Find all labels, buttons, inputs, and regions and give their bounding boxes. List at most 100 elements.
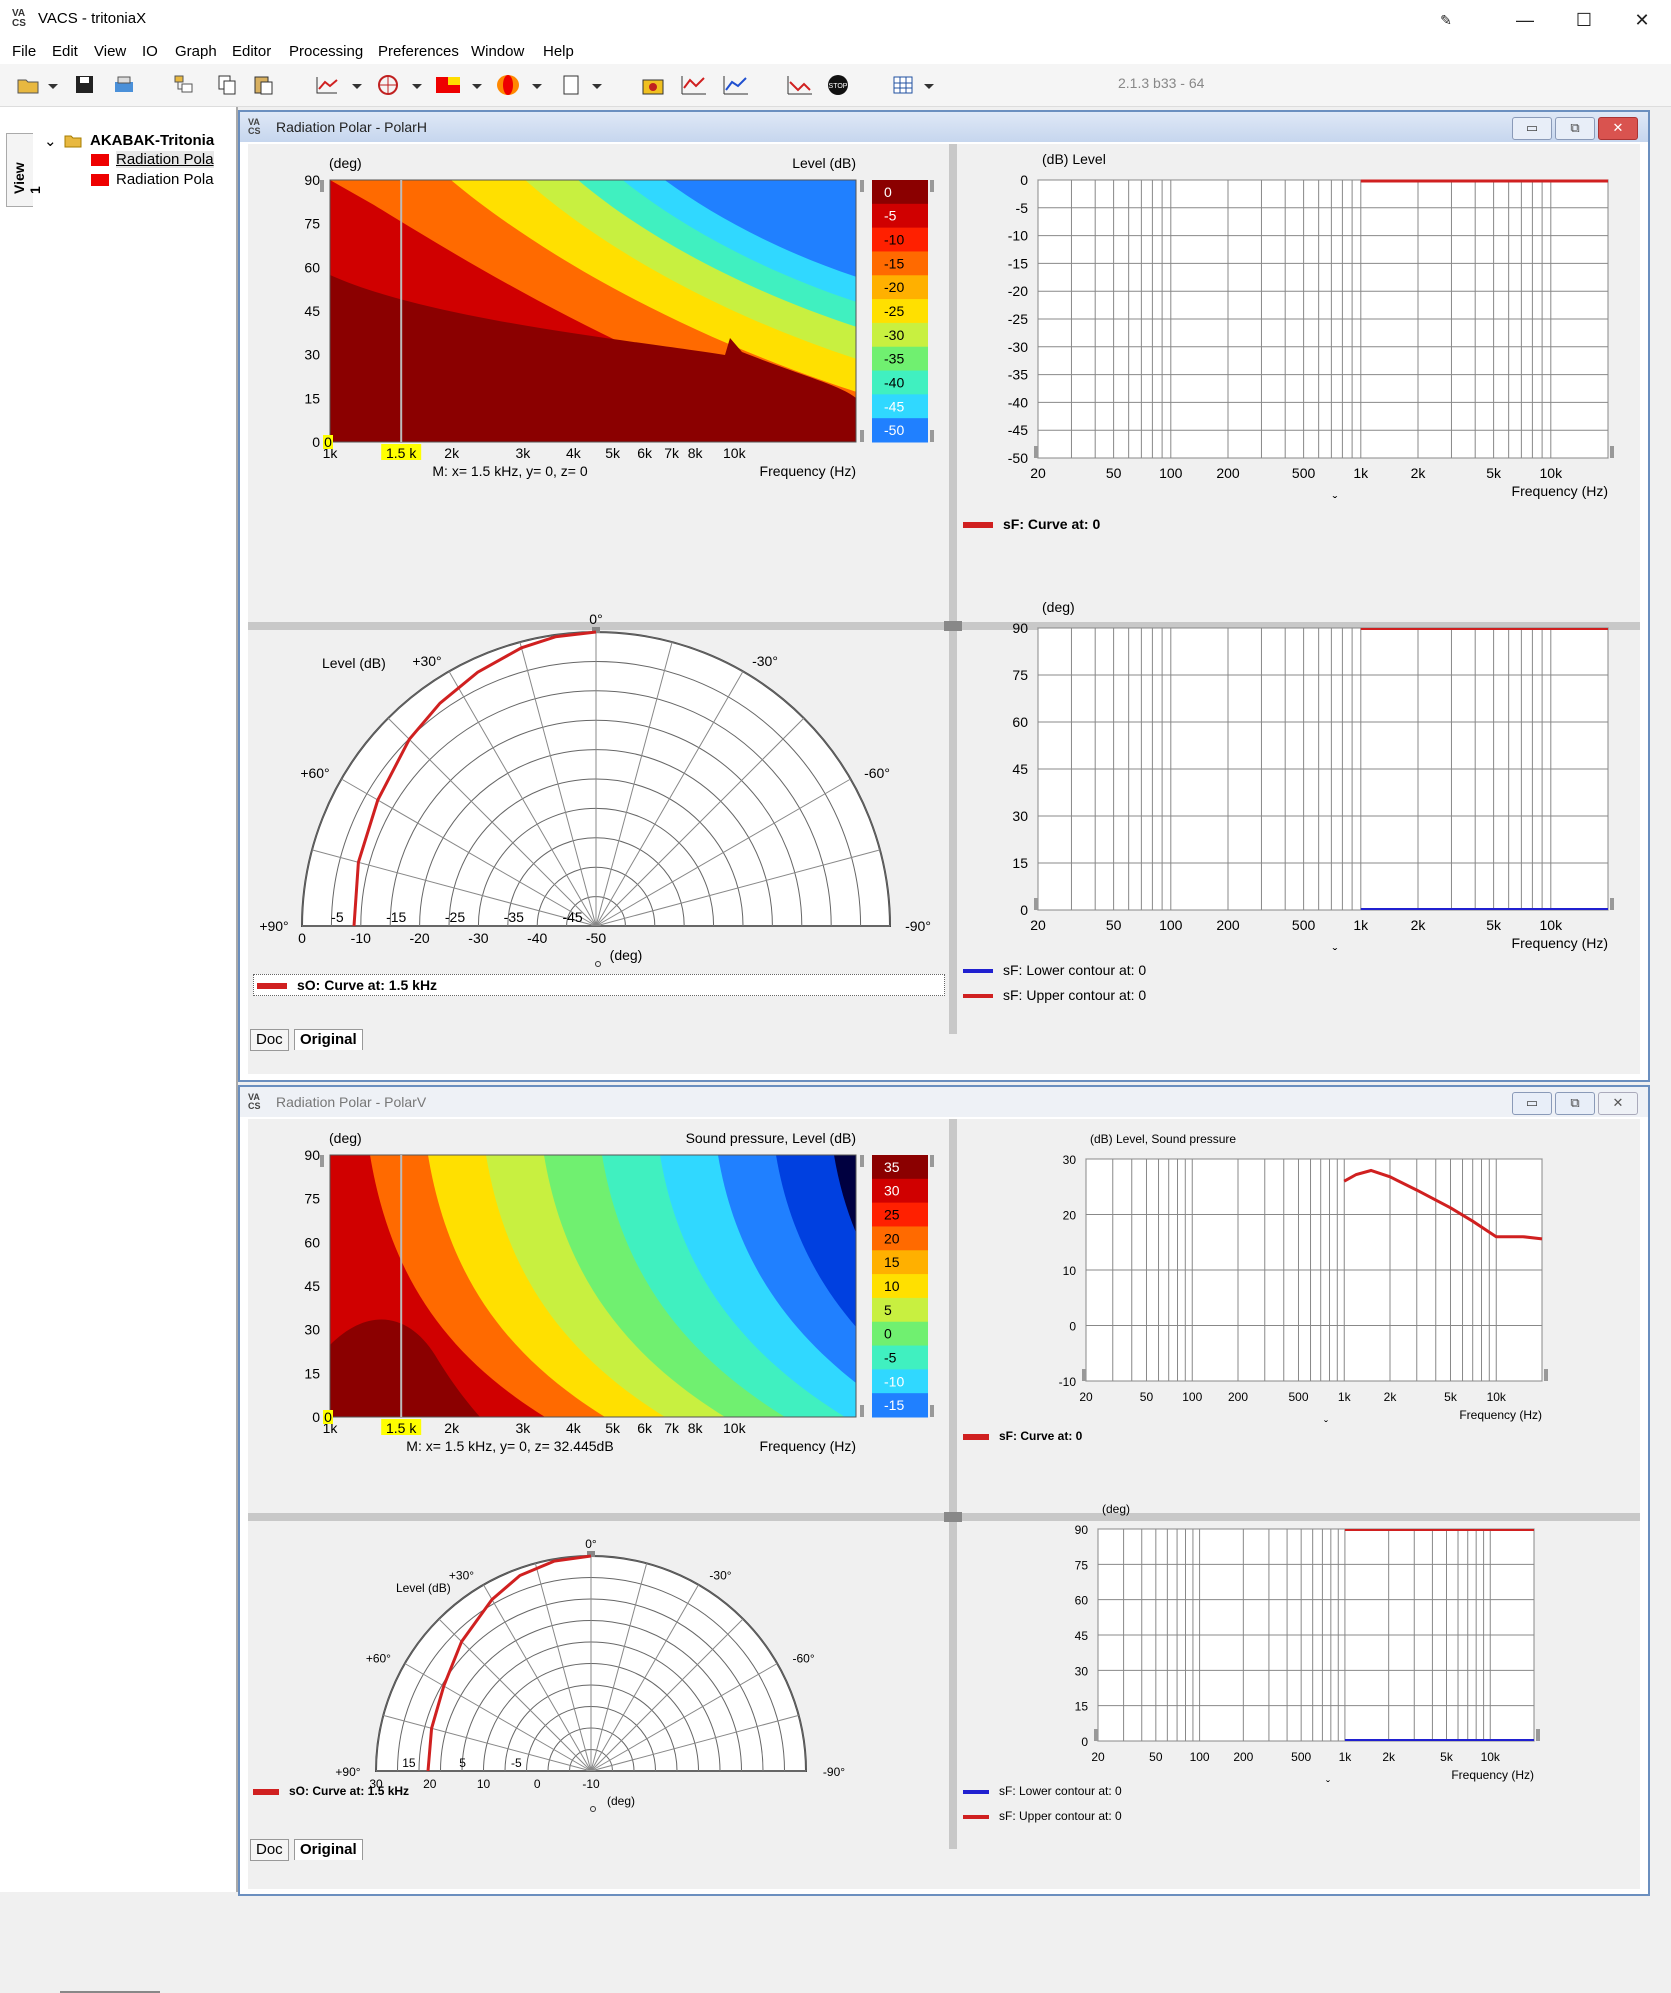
x-axis-label: Frequency (Hz) [1451, 1768, 1534, 1782]
spectrum-icon[interactable] [722, 74, 750, 96]
polar-spoke [590, 1618, 744, 1772]
menu-window[interactable]: Window [471, 43, 525, 60]
view-tab[interactable]: View 1 [6, 133, 43, 207]
contour-y-tick: 45 [304, 1278, 320, 1294]
y-tick: -5 [1016, 200, 1029, 216]
open-folder-icon[interactable] [16, 74, 60, 96]
scale-label: 15 [884, 1254, 900, 1270]
polar-spoke [595, 671, 744, 927]
polar-angle-label: -90° [905, 918, 931, 934]
balloon-graph-icon[interactable] [494, 74, 542, 96]
contour-x-tick: 8k [688, 1420, 704, 1436]
contour-y-tick: 30 [304, 1322, 320, 1338]
contour-x-tick: 7k [664, 445, 680, 461]
legend-swatch [963, 1433, 989, 1440]
polar-ring-label: -5 [331, 909, 344, 925]
menu-bar: File Edit View IO Graph Editor Processin… [0, 40, 1671, 64]
polar-legend: sO: Curve at: 1.5 kHz [253, 974, 945, 996]
close-button[interactable]: ✕ [1634, 10, 1650, 30]
y-tick: -30 [1008, 339, 1028, 355]
expand-icon[interactable]: ⌄ [44, 133, 57, 150]
polar-spoke [595, 778, 851, 927]
new-page-icon[interactable] [560, 74, 604, 96]
paste-icon[interactable] [252, 74, 276, 96]
legend-swatch [257, 983, 287, 990]
mdi-close-button[interactable]: ✕ [1598, 117, 1638, 140]
scroll-caret: ˇ [1333, 945, 1338, 961]
x-tick: 50 [1106, 465, 1122, 481]
polar-spoke [590, 1714, 799, 1772]
minimize-button[interactable]: — [1516, 10, 1534, 30]
contour-y-tick: 75 [304, 1191, 320, 1207]
menu-file[interactable]: File [12, 43, 37, 60]
y-tick: -10 [1008, 228, 1028, 244]
scroll-handle [930, 180, 934, 192]
scale-label: -15 [884, 255, 904, 271]
tab-original[interactable]: Original [294, 1839, 363, 1860]
tab-doc[interactable]: Doc [250, 1839, 289, 1861]
marker-info: M: x= 1.5 kHz, y= 0, z= 32.445dB [406, 1438, 613, 1454]
menu-editor[interactable]: Editor [232, 43, 272, 60]
scale-label: -40 [884, 374, 904, 390]
tree-item-polarh[interactable]: Radiation Pola [116, 151, 214, 168]
y-tick: -40 [1008, 394, 1028, 410]
menu-io[interactable]: IO [142, 43, 158, 60]
zero-marker: 0 [324, 434, 332, 450]
mdi-restore-button[interactable]: ⧉ [1555, 1092, 1595, 1115]
polar-graph-icon[interactable] [376, 74, 424, 96]
tree-root[interactable]: AKABAK-Tritonia [90, 132, 215, 149]
scroll-handle [1094, 1729, 1098, 1741]
menu-help[interactable]: Help [543, 43, 574, 60]
mdi-close-button[interactable]: ✕ [1598, 1092, 1638, 1115]
band [330, 180, 856, 277]
scale-band [872, 1393, 928, 1418]
polar-top-label: 0° [585, 1537, 597, 1551]
tab-original[interactable]: Original [294, 1029, 363, 1050]
grid-layout-icon[interactable] [892, 74, 936, 96]
x-axis-label: Frequency (Hz) [1512, 483, 1608, 499]
tree-icon[interactable] [172, 74, 196, 96]
stop-icon[interactable]: STOP [826, 74, 850, 96]
tree-item-polarv[interactable]: Radiation Pola [116, 171, 214, 188]
polar-ring-label: -50 [586, 930, 606, 946]
menu-view[interactable]: View [94, 43, 127, 60]
scale-band [872, 275, 928, 300]
y-tick: 0 [1081, 1735, 1088, 1749]
pin-icon[interactable]: ✎ [1440, 12, 1452, 28]
vacs-app-icon: VA CS [12, 8, 26, 29]
x-tick: 20 [1030, 465, 1046, 481]
scroll-handle [860, 180, 864, 192]
menu-graph[interactable]: Graph [175, 43, 217, 60]
copy-icon[interactable] [216, 74, 240, 96]
scroll-caret: ˇ [1333, 493, 1338, 509]
polar-spoke [448, 671, 597, 927]
scroll-handle [930, 1405, 934, 1417]
contour-y-tick: 15 [304, 1365, 320, 1381]
print-icon[interactable] [112, 74, 136, 96]
polar-spoke [383, 1714, 592, 1772]
scroll-handle [860, 1405, 864, 1417]
line-graph-icon[interactable] [314, 74, 362, 96]
tab-doc[interactable]: Doc [250, 1029, 289, 1051]
chart-edit-icon[interactable] [786, 74, 814, 96]
scroll-handle [860, 1155, 864, 1167]
polar-spoke [590, 1563, 648, 1772]
step-response-icon[interactable] [680, 74, 708, 96]
menu-preferences[interactable]: Preferences [378, 43, 459, 60]
contour-graph-icon[interactable] [434, 74, 482, 96]
mdi-minimize-button[interactable]: ▭ [1512, 1092, 1552, 1115]
x-tick: 50 [1140, 1390, 1154, 1404]
mdi-minimize-button[interactable]: ▭ [1512, 117, 1552, 140]
mdi-restore-button[interactable]: ⧉ [1555, 117, 1595, 140]
y-tick: 0 [1020, 172, 1028, 188]
module-icon[interactable] [640, 74, 668, 96]
angle-legend-upper: sF: Upper contour at: 0 [963, 987, 1146, 1003]
contour-y-tick: 15 [304, 390, 320, 406]
y-tick: 60 [1012, 714, 1028, 730]
menu-processing[interactable]: Processing [289, 43, 364, 60]
maximize-button[interactable]: ☐ [1575, 10, 1593, 30]
save-icon[interactable] [74, 74, 96, 96]
scroll-handle [1034, 446, 1038, 458]
menu-edit[interactable]: Edit [52, 43, 78, 60]
scale-band [872, 346, 928, 372]
